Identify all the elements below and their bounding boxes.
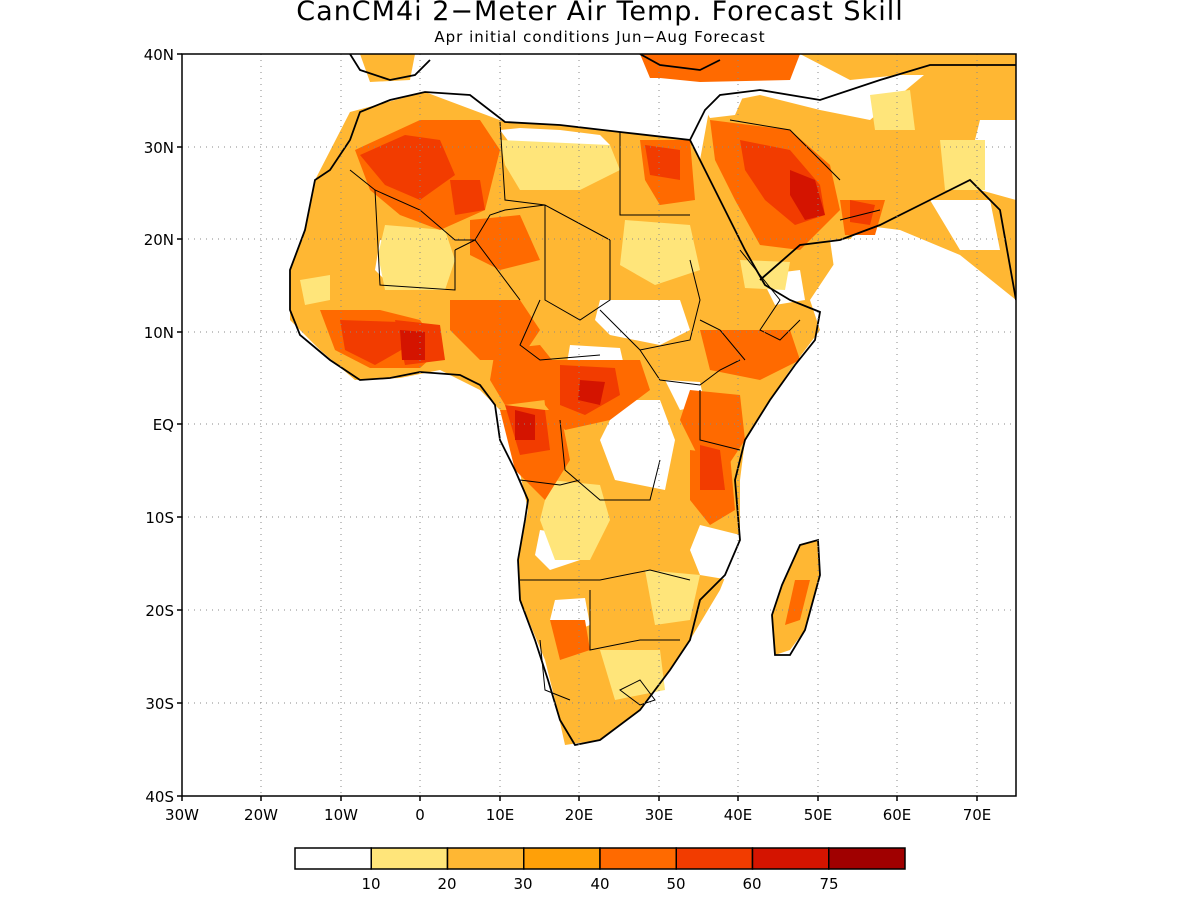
legend-swatch [523,847,601,870]
coastlines [289,54,1016,747]
skill-shading [290,54,1016,745]
lon-label: 10E [486,806,515,824]
lat-label: 30S [145,695,174,713]
lon-label: 30W [165,806,199,824]
lon-label: 0 [415,806,425,824]
lon-label: 10W [324,806,358,824]
lat-label: 20N [144,231,174,249]
lat-label: 40N [144,46,174,64]
legend-label: 10 [361,875,380,893]
lat-label: 40S [145,788,174,806]
lon-label: 50E [804,806,833,824]
lon-labels: 30W 20W 10W 0 10E 20E 30E 40E 50E 60E 70… [165,806,991,824]
lon-label: 70E [963,806,992,824]
lon-label: 20W [244,806,278,824]
legend-swatch [599,847,677,870]
legend-swatch [446,847,525,870]
legend-swatch [751,847,830,870]
legend-label: 75 [819,875,838,893]
legend-swatch [675,847,754,870]
legend-label: 40 [590,875,609,893]
lat-label: 30N [144,139,174,157]
map-title: CanCM4i 2−Meter Air Temp. Forecast Skill [296,0,904,27]
legend-labels: 10 20 30 40 50 60 75 [361,875,838,893]
map-frame [181,53,1017,797]
lon-label: 20E [565,806,594,824]
lat-label: 10S [145,509,174,527]
color-legend [294,847,906,870]
gridlines [182,54,1016,796]
legend-swatch [828,847,906,870]
lat-label: EQ [153,416,174,434]
lon-label: 60E [883,806,912,824]
legend-label: 60 [742,875,761,893]
legend-swatch [370,847,449,870]
lon-label: 40E [724,806,753,824]
map-subtitle: Apr initial conditions Jun−Aug Forecast [434,28,766,46]
legend-label: 20 [437,875,456,893]
legend-label: 30 [513,875,532,893]
legend-label: 50 [666,875,685,893]
lat-label: 20S [145,602,174,620]
legend-swatch [294,847,372,870]
lat-labels: 40N 30N 20N 10N EQ 10S 20S 30S 40S [144,46,174,806]
lat-label: 10N [144,324,174,342]
lon-label: 30E [645,806,674,824]
borders [349,119,881,706]
